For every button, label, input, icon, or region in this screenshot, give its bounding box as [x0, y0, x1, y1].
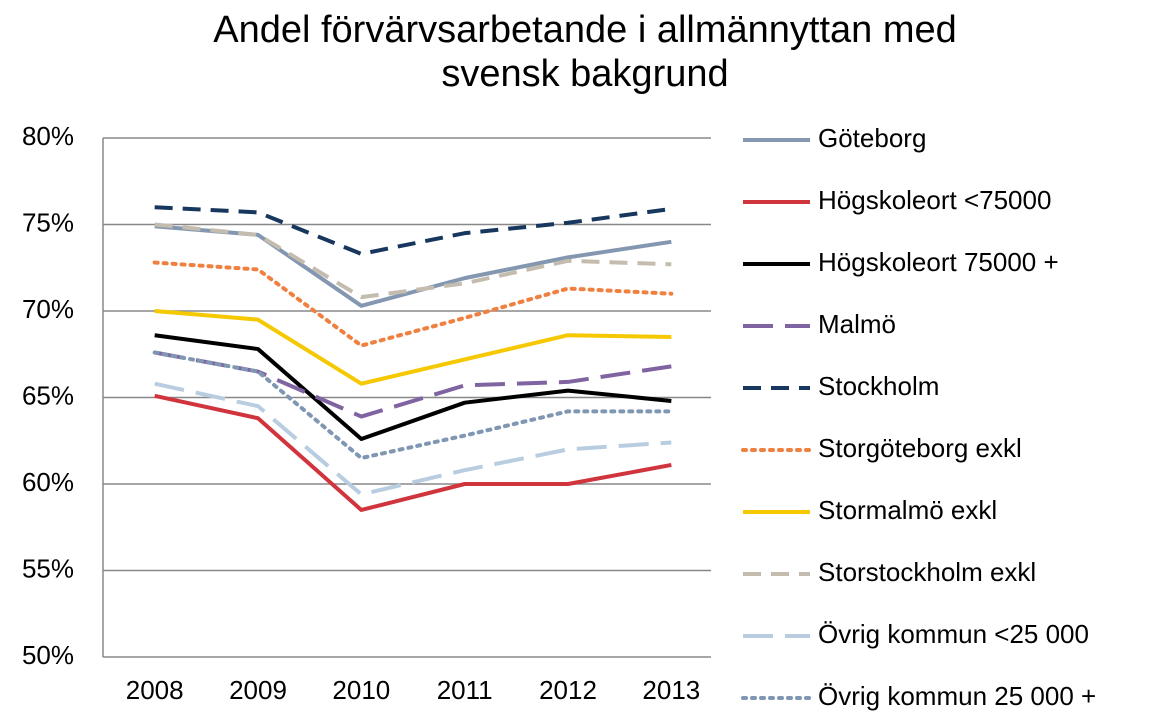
- legend-label: Storgöteborg exkl: [818, 433, 1022, 463]
- y-tick-label: 50%: [22, 640, 74, 670]
- y-tick-label: 75%: [22, 207, 74, 237]
- series-line: [152, 260, 674, 348]
- legend-label: Övrig kommun 25 000 +: [818, 681, 1096, 711]
- x-tick-label: 2011: [437, 675, 493, 705]
- legend-label: Övrig kommun <25 000: [818, 619, 1089, 649]
- x-tick-label: 2012: [539, 675, 597, 705]
- legend-label: Högskoleort 75000 +: [818, 247, 1059, 277]
- y-tick-label: 65%: [22, 380, 74, 410]
- series-line: [154, 381, 672, 497]
- series-line: [154, 222, 672, 300]
- series-line: [154, 205, 672, 256]
- x-tick-label: 2013: [642, 675, 700, 705]
- legend-label: Stormalmö exkl: [818, 495, 997, 525]
- chart-title: Andel förvärvsarbetande i allmännyttan m…: [213, 9, 957, 95]
- x-tick-label: 2008: [126, 675, 184, 705]
- series-line: [154, 350, 672, 419]
- legend-label: Göteborg: [818, 123, 926, 153]
- legend-label: Stockholm: [818, 371, 939, 401]
- y-tick-label: 55%: [22, 553, 74, 583]
- y-tick-label: 80%: [22, 121, 74, 151]
- series-line: [154, 224, 672, 308]
- series-line: [154, 333, 672, 442]
- y-tick-label: 70%: [22, 294, 74, 324]
- series-line: [154, 393, 672, 512]
- x-tick-label: 2009: [229, 675, 287, 705]
- series-line: [154, 309, 672, 386]
- legend-label: Malmö: [818, 309, 896, 339]
- legend-label: Högskoleort <75000: [818, 185, 1051, 215]
- x-tick-label: 2010: [332, 675, 390, 705]
- y-tick-label: 60%: [22, 467, 74, 497]
- legend-label: Storstockholm exkl: [818, 557, 1036, 587]
- series-line: [152, 350, 674, 461]
